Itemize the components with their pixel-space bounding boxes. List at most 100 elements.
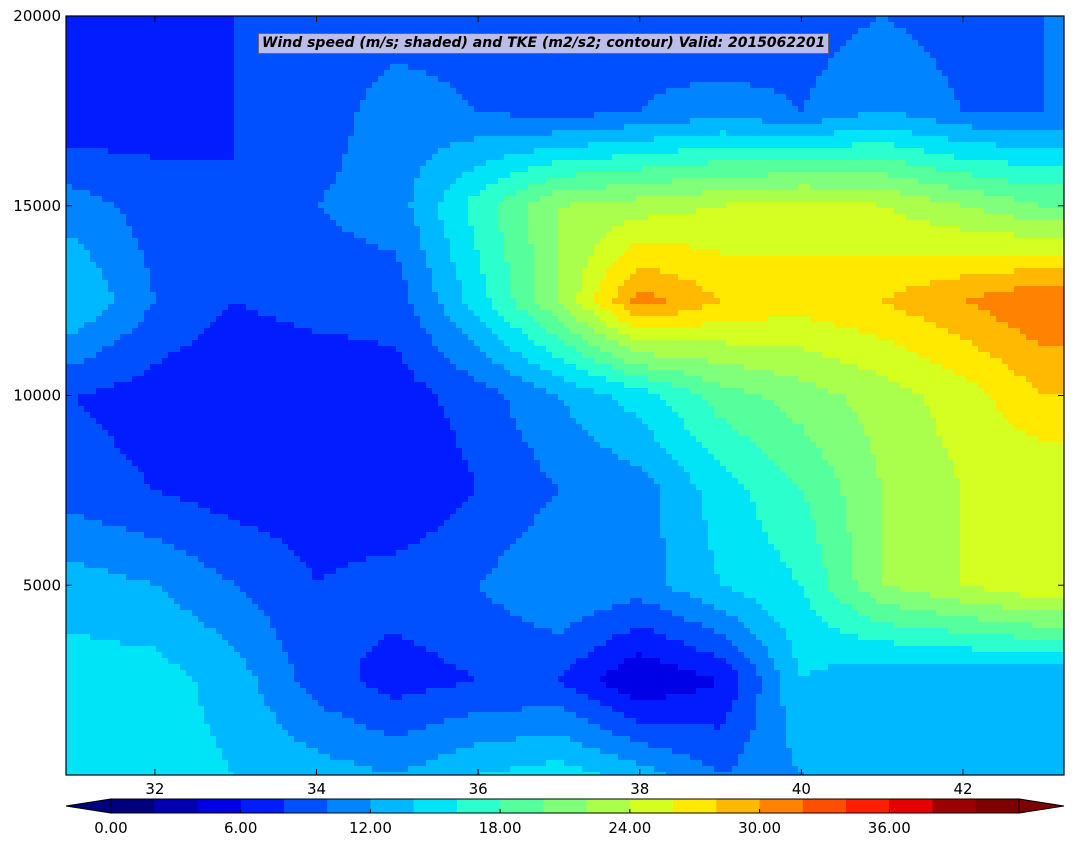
field-cell <box>936 160 943 167</box>
field-cell <box>738 178 745 185</box>
field-cell <box>912 124 919 131</box>
field-cell <box>234 154 241 161</box>
field-cell <box>684 52 691 59</box>
field-cell <box>408 160 415 167</box>
field-cell <box>600 166 607 173</box>
field-cell <box>336 112 343 119</box>
field-cell <box>72 172 79 179</box>
field-cell <box>312 118 319 125</box>
field-cell <box>594 52 601 59</box>
field-cell <box>144 154 151 161</box>
field-cell <box>948 100 955 107</box>
field-cell <box>234 112 241 119</box>
field-cell <box>708 94 715 101</box>
field-cell <box>234 34 241 41</box>
field-cell <box>660 58 667 65</box>
field-cell <box>324 22 331 29</box>
field-cell <box>972 172 979 179</box>
field-cell <box>750 88 757 95</box>
field-cell <box>924 58 931 65</box>
field-cell <box>852 130 859 137</box>
field-cell <box>912 88 919 95</box>
field-cell <box>924 136 931 143</box>
field-cell <box>570 190 577 197</box>
field-cell <box>672 190 679 197</box>
field-cell <box>66 166 73 173</box>
field-cell <box>450 64 457 71</box>
field-cell <box>432 28 439 35</box>
field-cell <box>450 148 457 155</box>
field-cell <box>312 154 319 161</box>
field-cell <box>126 100 133 107</box>
field-cell <box>696 52 703 59</box>
field-cell <box>984 184 991 191</box>
field-cell <box>936 190 943 197</box>
field-cell <box>312 178 319 185</box>
field-cell <box>246 94 253 101</box>
field-cell <box>468 130 475 137</box>
field-cell <box>90 154 97 161</box>
field-cell <box>630 154 637 161</box>
field-cell <box>108 40 115 47</box>
field-cell <box>612 106 619 113</box>
field-cell <box>1044 130 1051 137</box>
field-cell <box>852 100 859 107</box>
field-cell <box>252 22 259 29</box>
field-cell <box>1026 94 1033 101</box>
field-cell <box>882 148 889 155</box>
field-cell <box>210 130 217 137</box>
field-cell <box>528 82 535 89</box>
field-cell <box>858 82 865 89</box>
field-cell <box>546 130 553 137</box>
field-cell <box>318 52 325 59</box>
field-cell <box>126 118 133 125</box>
field-cell <box>384 142 391 149</box>
field-cell <box>486 58 493 65</box>
field-cell <box>780 166 787 173</box>
field-cell <box>444 190 451 197</box>
field-cell <box>240 130 247 137</box>
field-cell <box>636 112 643 119</box>
field-cell <box>516 64 523 71</box>
field-cell <box>72 76 79 83</box>
field-cell <box>1050 130 1057 137</box>
field-cell <box>174 40 181 47</box>
field-cell <box>540 76 547 83</box>
field-cell <box>366 52 373 59</box>
field-cell <box>222 142 229 149</box>
field-cell <box>804 52 811 59</box>
field-cell <box>1050 22 1057 29</box>
field-cell <box>528 124 535 131</box>
field-cell <box>438 88 445 95</box>
field-cell <box>648 136 655 143</box>
field-cell <box>1032 136 1039 143</box>
field-cell <box>276 154 283 161</box>
field-cell <box>1062 46 1065 53</box>
field-cell <box>138 100 145 107</box>
field-cell <box>360 124 367 131</box>
field-cell <box>780 100 787 107</box>
field-cell <box>426 190 433 197</box>
field-cell <box>480 22 487 29</box>
field-cell <box>402 172 409 179</box>
field-cell <box>1044 106 1051 113</box>
field-cell <box>552 100 559 107</box>
field-cell <box>522 184 529 191</box>
field-cell <box>468 136 475 143</box>
field-cell <box>534 184 541 191</box>
field-cell <box>300 28 307 35</box>
field-cell <box>942 136 949 143</box>
field-cell <box>432 16 439 23</box>
field-cell <box>1032 184 1039 191</box>
field-cell <box>240 142 247 149</box>
field-cell <box>300 106 307 113</box>
field-cell <box>84 172 91 179</box>
field-cell <box>108 178 115 185</box>
field-cell <box>420 82 427 89</box>
field-cell <box>816 106 823 113</box>
field-cell <box>888 178 895 185</box>
field-cell <box>948 34 955 41</box>
field-cell <box>516 88 523 95</box>
field-cell <box>210 94 217 101</box>
field-cell <box>138 112 145 119</box>
